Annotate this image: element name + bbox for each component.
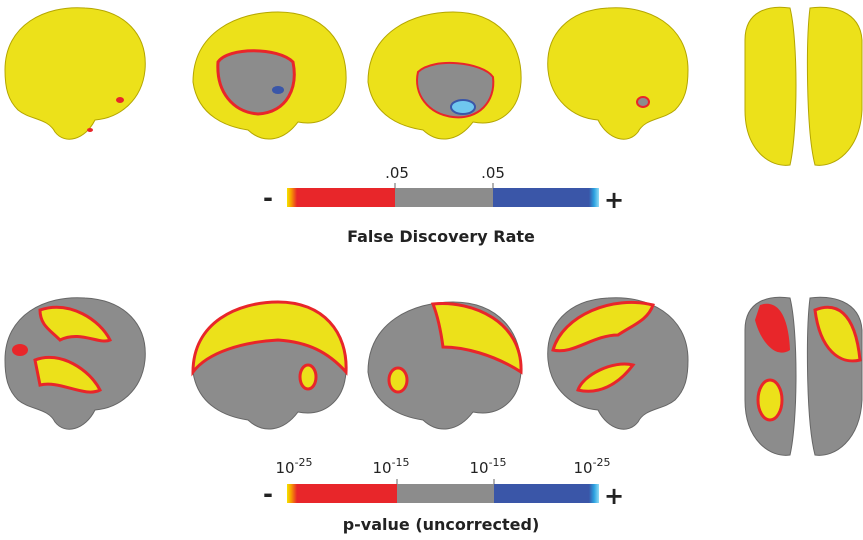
tick-exponent: -15 <box>489 456 507 469</box>
brain-dorsal-fdr <box>745 7 862 165</box>
p-tick: 10-25 <box>275 456 312 477</box>
fdr-plus: + <box>604 186 624 214</box>
tick-base: 10 <box>573 459 592 477</box>
tick-exponent: -15 <box>392 456 410 469</box>
tick-exponent: -25 <box>295 456 313 469</box>
brain-lateral-left-fdr <box>5 8 145 139</box>
tick-exponent: -25 <box>593 456 611 469</box>
tick-base: 10 <box>469 459 488 477</box>
fdr-tick: .05 <box>385 164 409 182</box>
p-title: p-value (uncorrected) <box>343 515 540 534</box>
fdr-tick: .05 <box>481 164 505 182</box>
p-tick: 10-25 <box>573 456 610 477</box>
fdr-minus: - <box>263 184 273 212</box>
fdr-title: False Discovery Rate <box>347 227 535 246</box>
tick-base: 10 <box>372 459 391 477</box>
brain-lateral-right-p <box>548 298 688 429</box>
brain-lateral-right-fdr <box>548 8 688 139</box>
figure: .05 .05 - + False Discovery Rate <box>0 0 863 540</box>
p-colorbar <box>287 479 599 503</box>
tick-base: 10 <box>275 459 294 477</box>
p-minus: - <box>263 480 273 508</box>
brain-medial-left-fdr <box>193 12 346 139</box>
brain-medial-right-p <box>368 302 521 429</box>
brain-dorsal-p <box>745 297 862 455</box>
brain-lateral-left-p <box>5 298 145 429</box>
p-tick: 10-15 <box>372 456 409 477</box>
p-tick: 10-15 <box>469 456 506 477</box>
brain-medial-left-p <box>193 302 346 429</box>
p-plus: + <box>604 482 624 510</box>
fdr-colorbar <box>287 183 599 207</box>
brain-medial-right-fdr <box>368 12 521 139</box>
